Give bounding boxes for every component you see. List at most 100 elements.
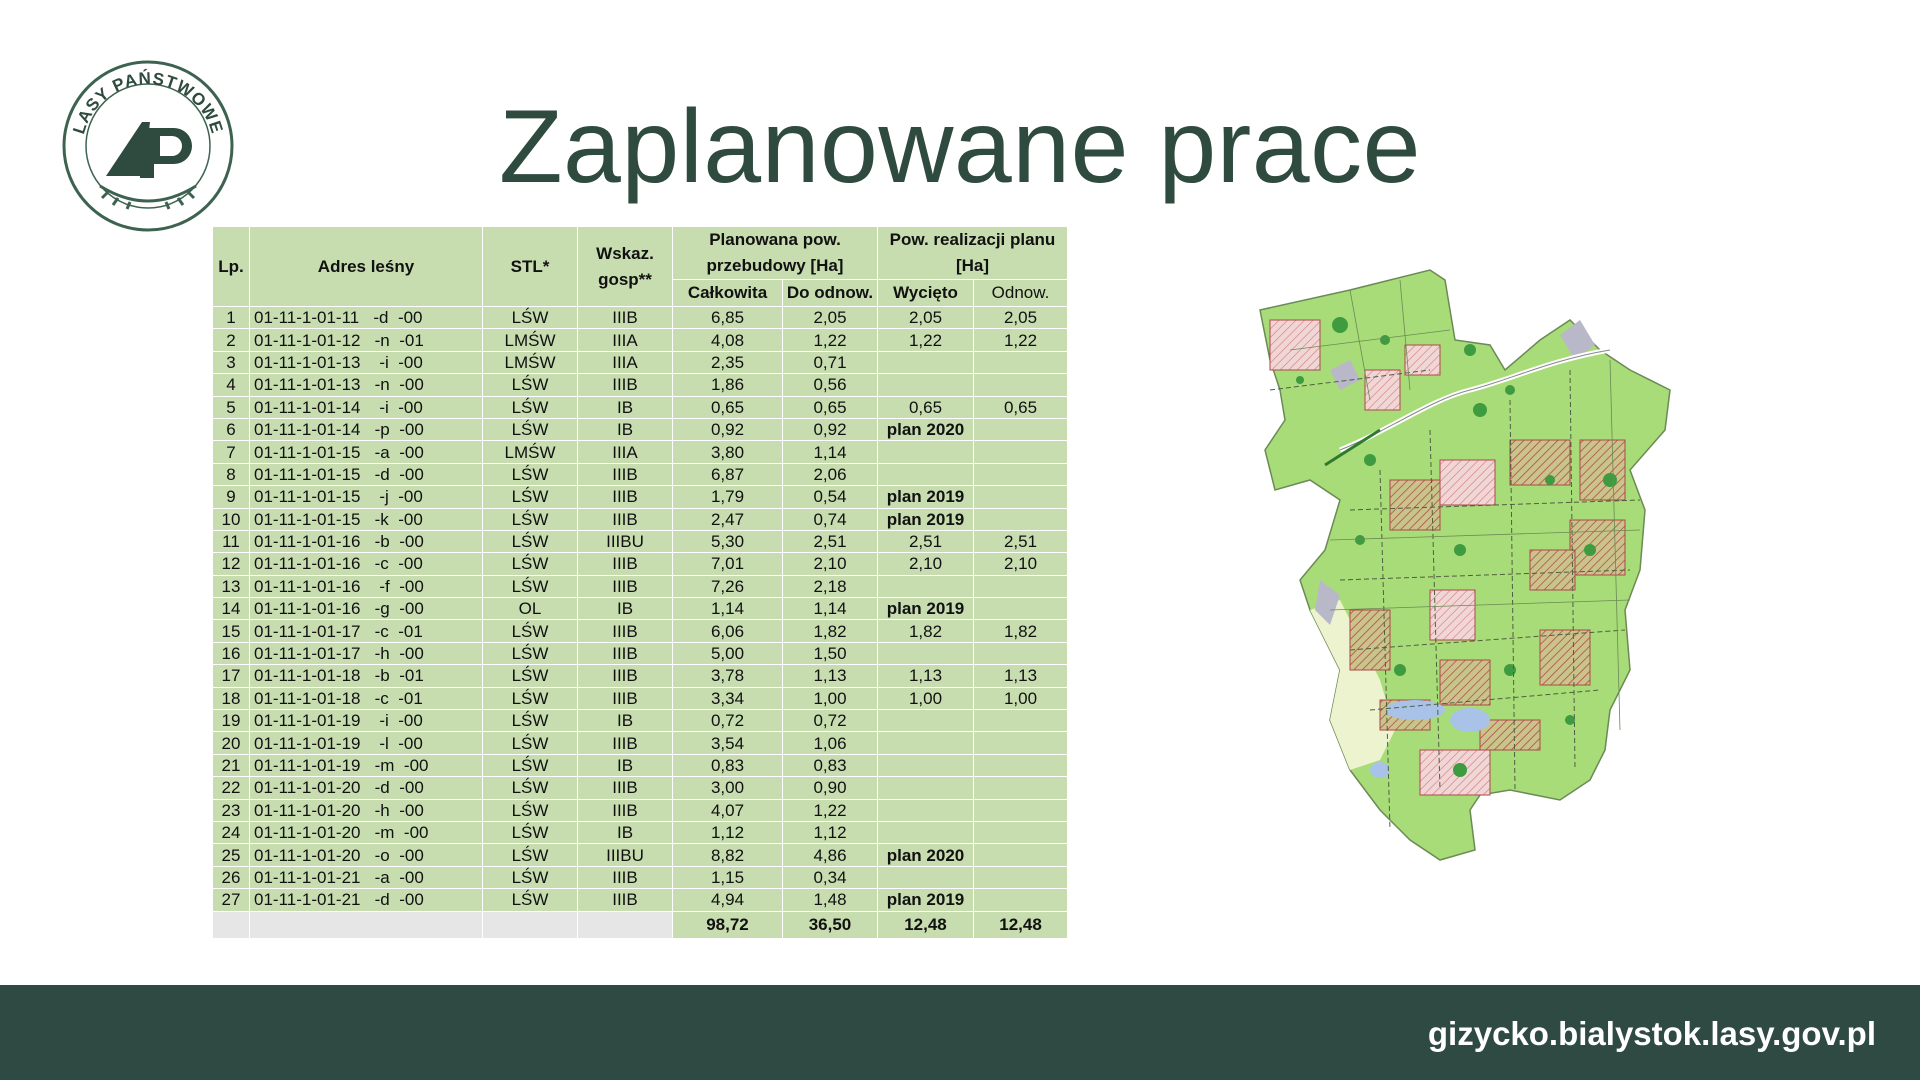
cell-wycieto: plan 2020: [877, 843, 974, 867]
cell-calkowita: 3,00: [672, 776, 783, 800]
cell-lp: 23: [212, 798, 250, 822]
total-calkowita: 98,72: [672, 910, 783, 939]
cell-addr: 01-11-1-01-20 -o -00: [249, 843, 483, 867]
cell-addr: 01-11-1-01-20 -m -00: [249, 820, 483, 845]
cell-do-odnow: 1,13: [782, 664, 878, 688]
cell-lp: 27: [212, 888, 250, 912]
cell-addr: 01-11-1-01-16 -b -00: [249, 529, 483, 554]
cell-do-odnow: 0,74: [782, 507, 878, 531]
cell-addr: 01-11-1-01-20 -h -00: [249, 798, 483, 822]
cell-calkowita: 2,35: [672, 350, 783, 375]
cell-calkowita: 7,01: [672, 552, 783, 576]
cell-stl: LŚW: [482, 373, 578, 397]
cell-addr: 01-11-1-01-18 -b -01: [249, 664, 483, 688]
cell-odnow: [972, 641, 1069, 666]
table-row: 4 01-11-1-01-13 -n -00 LŚW IIIB 1,86 0,56: [212, 373, 1069, 397]
header-wycieto: Wycięto: [877, 279, 974, 307]
cell-addr: 01-11-1-01-16 -g -00: [249, 597, 483, 621]
cell-wycieto: 1,82: [877, 619, 974, 643]
cell-wskaz: IIIB: [577, 574, 673, 599]
table-row: 1 01-11-1-01-11 -d -00 LŚW IIIB 6,85 2,05 2,05…: [212, 305, 1069, 330]
cell-odnow: [972, 731, 1069, 755]
cell-stl: LŚW: [482, 664, 578, 688]
cell-addr: 01-11-1-01-19 -i -00: [249, 709, 483, 733]
cell-wskaz: IB: [577, 820, 673, 845]
table-row: 18 01-11-1-01-18 -c -01 LŚW IIIB 3,34 1,00 1,0…: [212, 686, 1069, 711]
header-odnow: Odnow.: [972, 279, 1069, 307]
cell-stl: LMŚW: [482, 350, 578, 375]
cell-wskaz: IIIB: [577, 462, 673, 487]
cell-wskaz: IIIBU: [577, 843, 673, 867]
cell-odnow: [972, 843, 1069, 867]
cell-do-odnow: 1,48: [782, 888, 878, 912]
cell-calkowita: 3,54: [672, 731, 783, 755]
cell-wycieto: plan 2019: [877, 888, 974, 912]
cell-do-odnow: 0,92: [782, 417, 878, 442]
cell-odnow: 2,05: [972, 305, 1069, 330]
cell-odnow: [972, 574, 1069, 599]
header-calkowita: Całkowita: [672, 279, 783, 307]
cell-wycieto: [877, 440, 974, 464]
page-title-text: Zaplanowane prace: [498, 89, 1421, 205]
table-row: 10 01-11-1-01-15 -k -00 LŚW IIIB 2,47 0,74 pla…: [212, 507, 1069, 531]
cell-addr: 01-11-1-01-15 -d -00: [249, 462, 483, 487]
cell-calkowita: 0,72: [672, 709, 783, 733]
cell-wskaz: IB: [577, 597, 673, 621]
header-stl: STL*: [482, 226, 578, 307]
cell-lp: 15: [212, 619, 250, 643]
table-row: 6 01-11-1-01-14 -p -00 LŚW IB 0,92 0,92 plan 2…: [212, 417, 1069, 442]
totals-row: 98,72 36,50 12,48 12,48: [212, 910, 1069, 939]
cell-odnow: 1,82: [972, 619, 1069, 643]
laurel-icon: [99, 184, 197, 210]
table-row: 27 01-11-1-01-21 -d -00 LŚW IIIB 4,94 1,48 pla…: [212, 888, 1069, 912]
header-wskaz: Wskaz. gosp**: [577, 226, 673, 307]
cell-stl: LŚW: [482, 462, 578, 487]
table-row: 7 01-11-1-01-15 -a -00 LMŚW IIIA 3,80 1,14: [212, 440, 1069, 464]
table-row: 24 01-11-1-01-20 -m -00 LŚW IB 1,12 1,12: [212, 820, 1069, 845]
table-row: 5 01-11-1-01-14 -i -00 LŚW IB 0,65 0,65 0,65 0,…: [212, 395, 1069, 419]
cell-calkowita: 3,34: [672, 686, 783, 711]
cell-wskaz: IIIB: [577, 798, 673, 822]
cell-odnow: [972, 507, 1069, 531]
cell-stl: LŚW: [482, 529, 578, 554]
total-wycieto: 12,48: [877, 910, 974, 939]
lp-tree-icon: [106, 122, 192, 178]
cell-wycieto: [877, 798, 974, 822]
cell-do-odnow: 1,14: [782, 440, 878, 464]
cell-do-odnow: 1,22: [782, 328, 878, 352]
cell-wskaz: IB: [577, 395, 673, 419]
header-adres: Adres leśny: [249, 226, 483, 307]
cell-do-odnow: 2,51: [782, 529, 878, 554]
cell-lp: 11: [212, 529, 250, 554]
cell-do-odnow: 4,86: [782, 843, 878, 867]
cell-do-odnow: 1,14: [782, 597, 878, 621]
cell-do-odnow: 0,34: [782, 865, 878, 890]
cell-wskaz: IB: [577, 417, 673, 442]
map-land: [1259, 269, 1671, 861]
cell-addr: 01-11-1-01-17 -c -01: [249, 619, 483, 643]
header-do-odnow: Do odnow.: [782, 279, 878, 307]
table-row: 21 01-11-1-01-19 -m -00 LŚW IB 0,83 0,83: [212, 753, 1069, 778]
cell-lp: 10: [212, 507, 250, 531]
cell-lp: 4: [212, 373, 250, 397]
cell-lp: 7: [212, 440, 250, 464]
map-compartment-borders: [1289, 279, 1641, 731]
footer-bar: gizycko.bialystok.lasy.gov.pl: [0, 985, 1920, 1080]
cell-do-odnow: 2,18: [782, 574, 878, 599]
footer-url[interactable]: gizycko.bialystok.lasy.gov.pl: [1427, 1015, 1876, 1052]
cell-calkowita: 1,14: [672, 597, 783, 621]
cell-calkowita: 6,85: [672, 305, 783, 330]
cell-odnow: [972, 485, 1069, 509]
cell-lp: 17: [212, 664, 250, 688]
cell-stl: LMŚW: [482, 328, 578, 352]
table-row: 23 01-11-1-01-20 -h -00 LŚW IIIB 4,07 1,22: [212, 798, 1069, 822]
cell-calkowita: 4,07: [672, 798, 783, 822]
cell-addr: 01-11-1-01-17 -h -00: [249, 641, 483, 666]
cell-lp: 9: [212, 485, 250, 509]
cell-wycieto: [877, 731, 974, 755]
cell-do-odnow: 0,90: [782, 776, 878, 800]
planned-work-table: Lp. Adres leśny STL* Wskaz. gosp** Plano…: [212, 226, 1069, 939]
cell-wycieto: 2,05: [877, 305, 974, 330]
cell-stl: LŚW: [482, 798, 578, 822]
cell-stl: LMŚW: [482, 440, 578, 464]
